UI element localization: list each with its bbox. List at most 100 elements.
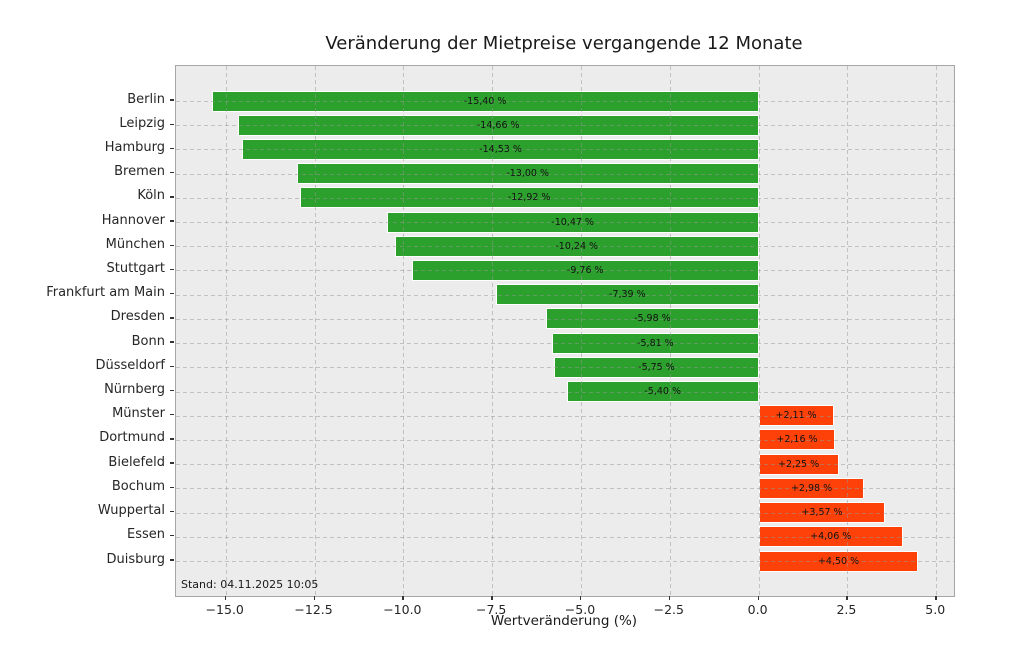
bar-value-label: +2,98 % <box>790 482 833 494</box>
y-tick-label: Nürnberg <box>104 382 165 398</box>
gridline-horizontal <box>176 464 954 466</box>
timestamp-annotation: Stand: 04.11.2025 10:05 <box>181 578 319 591</box>
y-tick-mark <box>170 559 174 561</box>
bar-value-label: -5,40 % <box>644 386 681 398</box>
y-tick-label: Wuppertal <box>97 503 165 519</box>
bar-value-label: -5,98 % <box>634 313 671 325</box>
gridline-vertical <box>580 66 582 596</box>
y-tick-label: Berlin <box>127 91 165 107</box>
y-tick-mark <box>170 171 174 174</box>
y-tick-mark <box>170 486 174 489</box>
gridline-horizontal <box>176 561 954 562</box>
x-tick-mark <box>491 596 493 600</box>
gridline-horizontal <box>176 536 954 538</box>
x-tick-mark <box>668 596 671 600</box>
bar-value-label: -5,81 % <box>637 337 674 349</box>
gridline-horizontal <box>176 197 954 199</box>
x-tick-mark <box>224 596 227 600</box>
gridline-horizontal <box>176 367 954 369</box>
bar-value-label: +3,57 % <box>801 507 843 519</box>
y-tick-label: Essen <box>127 527 165 543</box>
y-tick-label: Bremen <box>114 164 165 180</box>
y-tick-mark <box>170 244 174 246</box>
gridline-horizontal <box>176 391 954 393</box>
bar-value-label: +4,50 % <box>817 555 860 567</box>
plot-area: -15,40 % -14,66 % -14,53 % -13,00 % -12,92 %… <box>175 65 955 597</box>
y-tick-label: Leipzig <box>119 115 165 131</box>
gridline-vertical <box>936 66 938 596</box>
gridline-vertical <box>314 66 316 596</box>
y-tick-label: Bonn <box>131 333 165 349</box>
bar-value-label: +2,25 % <box>777 458 820 470</box>
bar-value-label: -5,75 % <box>638 361 675 373</box>
y-tick-mark <box>170 535 174 537</box>
y-tick-label: Hamburg <box>104 139 165 155</box>
bar-value-label: +4,06 % <box>810 531 852 543</box>
bar-value-label: -9,76 % <box>566 264 604 276</box>
y-tick-mark <box>170 317 174 319</box>
y-tick-label: Dortmund <box>99 430 165 446</box>
y-tick-mark <box>170 389 174 392</box>
y-tick-mark <box>170 510 174 513</box>
gridline-horizontal <box>176 270 954 272</box>
y-tick-mark <box>170 341 174 343</box>
gridline-horizontal <box>176 439 954 441</box>
bar-value-label: -15,40 % <box>463 95 507 107</box>
y-tick-mark <box>170 292 174 295</box>
gridline-horizontal <box>176 173 954 175</box>
y-tick-mark <box>170 220 174 222</box>
x-tick-label: −7.5 <box>475 602 507 617</box>
gridline-horizontal <box>176 125 954 127</box>
y-tick-mark <box>170 438 174 440</box>
x-tick-mark <box>757 596 759 600</box>
y-tick-mark <box>170 196 174 198</box>
bar-value-label: -14,66 % <box>476 119 520 131</box>
gridline-vertical <box>492 66 494 596</box>
gridline-horizontal <box>176 318 954 320</box>
y-tick-label: Bielefeld <box>108 454 165 470</box>
gridline-horizontal <box>176 415 954 417</box>
x-tick-label: 5.0 <box>925 602 946 617</box>
y-tick-label: Münster <box>112 406 165 422</box>
x-axis-label: Wertveränderung (%) <box>490 613 638 629</box>
x-tick-mark <box>846 596 848 600</box>
y-tick-label: Düsseldorf <box>95 357 165 373</box>
gridline-horizontal <box>176 246 954 248</box>
gridline-vertical <box>758 66 760 596</box>
y-tick-label: Duisburg <box>106 551 166 567</box>
y-tick-mark <box>170 414 174 416</box>
x-tick-label: −15.0 <box>205 602 244 617</box>
bar-value-label: -10,24 % <box>555 240 599 252</box>
gridline-vertical <box>403 66 405 596</box>
x-tick-label: 0.0 <box>747 602 768 617</box>
bar-value-label: -14,53 % <box>479 143 522 155</box>
y-tick-mark <box>170 365 174 367</box>
gridline-horizontal <box>176 149 954 151</box>
gridline-horizontal <box>176 222 954 224</box>
y-tick-label: Dresden <box>110 309 165 325</box>
y-tick-label: Bochum <box>111 478 165 494</box>
x-tick-mark <box>402 596 404 600</box>
y-tick-mark <box>170 99 174 101</box>
x-tick-mark <box>935 596 937 600</box>
y-tick-label: Stuttgart <box>106 260 165 276</box>
bar-value-label: -12,92 % <box>507 192 551 204</box>
gridline-vertical <box>669 66 671 596</box>
gridline-horizontal <box>176 488 954 490</box>
y-tick-mark <box>170 123 174 125</box>
bar-value-label: -7,39 % <box>609 289 646 301</box>
chart-title: Veränderung der Mietpreise vergangende 1… <box>325 33 803 54</box>
bar-value-label: +2,16 % <box>776 434 818 446</box>
y-tick-label: München <box>105 236 165 252</box>
gridline-horizontal <box>176 343 954 345</box>
bar-value-label: -10,47 % <box>551 216 594 228</box>
bar-value-label: +2,11 % <box>775 410 817 422</box>
x-tick-label: −5.0 <box>564 602 596 617</box>
y-tick-mark <box>170 147 174 150</box>
x-tick-mark <box>313 596 315 600</box>
gridline-horizontal <box>176 294 954 296</box>
bar-value-label: -13,00 % <box>506 168 550 180</box>
y-tick-label: Hannover <box>101 212 165 228</box>
x-tick-label: −12.5 <box>294 602 333 617</box>
x-tick-mark <box>579 596 582 600</box>
